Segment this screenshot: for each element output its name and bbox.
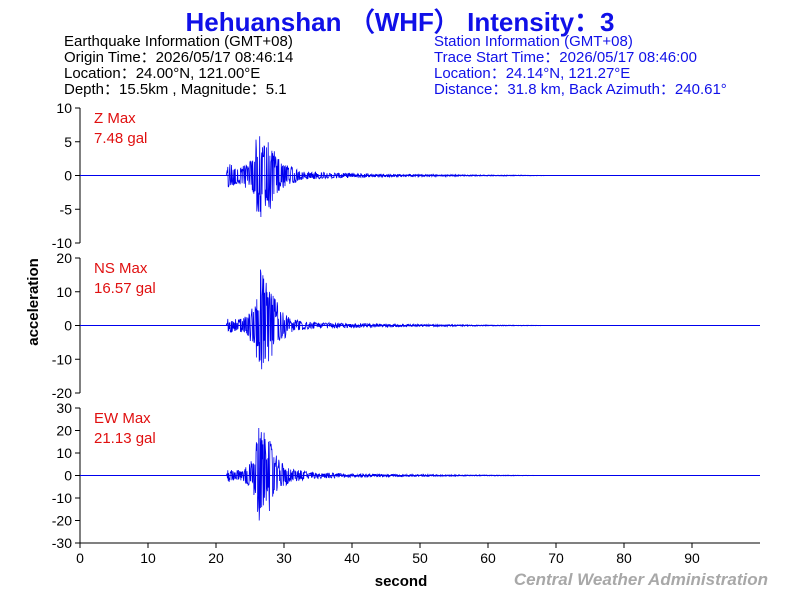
y-tick-label: 0 (64, 318, 72, 334)
waveform-ew (225, 427, 556, 521)
earthquake-info-header: Earthquake Information (GMT+08) (64, 33, 293, 50)
y-tick-label: -20 (52, 385, 72, 401)
origin-time: Origin Time：2026/05/17 08:46:14 (64, 49, 294, 66)
max-label-value-ns: 16.57 gal (94, 280, 156, 297)
y-tick-label: 20 (56, 423, 72, 439)
max-label-title-ns: NS Max (94, 260, 148, 277)
y-tick-label: 0 (64, 468, 72, 484)
max-label-value-z: 7.48 gal (94, 130, 147, 147)
x-tick-label: 30 (276, 550, 292, 566)
max-label-title-z: Z Max (94, 110, 136, 127)
y-tick-label: -10 (52, 235, 72, 251)
y-tick-label: 10 (56, 100, 72, 116)
x-tick-label: 10 (140, 550, 156, 566)
max-label-value-ew: 21.13 gal (94, 430, 156, 447)
station-info-header: Station Information (GMT+08) (434, 33, 633, 50)
x-tick-label: 90 (684, 550, 700, 566)
y-tick-label: -10 (52, 351, 72, 367)
station-distance: Distance：31.8 km, Back Azimuth：240.61° (434, 81, 727, 98)
station-info-block: Station Information (GMT+08) Trace Start… (434, 34, 727, 98)
chart-title: Hehuanshan （WHF） Intensity：3 (185, 7, 615, 37)
epicenter-location: Location：24.00°N, 121.00°E (64, 65, 261, 82)
x-tick-label: 60 (480, 550, 496, 566)
y-tick-label: 0 (64, 168, 72, 184)
x-tick-label: 50 (412, 550, 428, 566)
y-tick-label: -20 (52, 513, 72, 529)
agency-watermark: Central Weather Administration (513, 570, 768, 589)
y-tick-label: 20 (56, 250, 72, 266)
x-tick-label: 70 (548, 550, 564, 566)
x-tick-label: 0 (76, 550, 84, 566)
x-axis-title: second (375, 573, 428, 590)
y-tick-label: 30 (56, 400, 72, 416)
y-tick-label: -30 (52, 535, 72, 551)
earthquake-info-block: Earthquake Information (GMT+08) Origin T… (64, 34, 293, 98)
trace-start-time: Trace Start Time：2026/05/17 08:46:00 (434, 49, 697, 66)
x-tick-label: 20 (208, 550, 224, 566)
waveform-ns (225, 269, 556, 370)
max-label-title-ew: EW Max (94, 410, 151, 427)
y-axis-title: acceleration (25, 258, 42, 346)
y-tick-label: 5 (64, 134, 72, 150)
y-tick-label: -5 (60, 201, 73, 217)
x-tick-label: 80 (616, 550, 632, 566)
y-tick-label: 10 (56, 284, 72, 300)
x-tick-label: 40 (344, 550, 360, 566)
depth-magnitude: Depth：15.5km , Magnitude：5.1 (64, 81, 287, 98)
y-tick-label: 10 (56, 445, 72, 461)
y-tick-label: -10 (52, 490, 72, 506)
waveform-z (225, 136, 556, 218)
station-location: Location：24.14°N, 121.27°E (434, 65, 631, 82)
